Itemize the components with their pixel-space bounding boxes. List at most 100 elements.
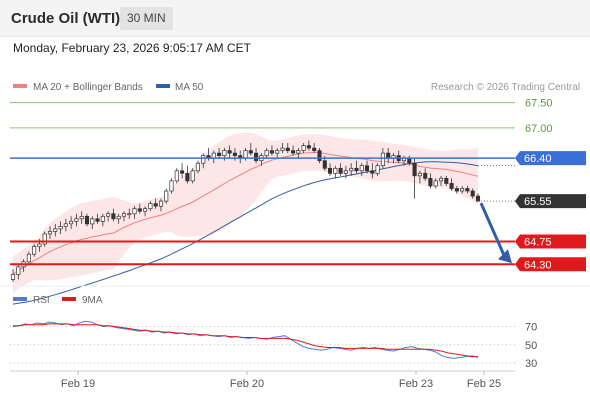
candle-body [433, 180, 438, 187]
forecast-arrow-head [498, 249, 512, 264]
candle-body [370, 170, 375, 174]
x-tick-label: Feb 20 [230, 378, 264, 390]
ma50-legend-label: MA 50 [175, 82, 204, 93]
rsi-ma-line [13, 323, 478, 358]
candle-body [63, 223, 68, 227]
candle-body [217, 152, 222, 156]
last-price-label: 65.55 [524, 196, 552, 208]
candle-body [148, 203, 153, 210]
candle-body [364, 165, 370, 172]
candle-body [158, 200, 164, 207]
rsi-tick-label: 30 [525, 358, 537, 370]
last-price-tag [515, 194, 586, 209]
candle-body [375, 165, 380, 174]
candle-body [32, 246, 37, 255]
candle-body [37, 243, 42, 247]
candle-body [47, 231, 53, 235]
support-label-tag [515, 257, 586, 272]
candle-body [449, 183, 454, 189]
candle-body [470, 190, 475, 197]
candle-body [296, 150, 301, 154]
support-label-tag [515, 234, 586, 249]
candle-body [164, 190, 169, 202]
candle-body [153, 203, 158, 207]
candle-body [333, 167, 338, 174]
candle-body [243, 150, 248, 159]
candle-body [428, 178, 433, 187]
candle-body [116, 215, 121, 220]
support-label: 64.75 [524, 237, 552, 249]
resistance-label: 67.50 [525, 98, 553, 110]
key-levels: 67.50 67.00 66.40 64.75 64.30 65.55 [10, 98, 586, 272]
candle-body [465, 188, 470, 192]
candle-body [417, 172, 422, 177]
candle-body [269, 150, 274, 154]
rsi-tick-label: 70 [525, 322, 537, 334]
candle-body [475, 195, 481, 202]
candle-body [275, 150, 280, 154]
candle-body [42, 233, 47, 245]
candle-body [354, 167, 359, 172]
candle-body [232, 152, 237, 156]
rsi-plot: 70 50 30 [10, 320, 537, 370]
candle-body [280, 147, 285, 151]
candle-body [264, 150, 269, 157]
candle-body [127, 213, 132, 216]
ma20-line [12, 151, 479, 275]
ma50-legend-swatch [156, 84, 170, 88]
candle-body [301, 145, 306, 151]
candle-body [111, 213, 116, 220]
candle-body [322, 160, 327, 169]
candle-body [90, 218, 95, 225]
ma50-line [12, 161, 479, 305]
candle-body [317, 150, 322, 162]
ma9-legend-label: 9MA [82, 295, 103, 306]
candle-body [169, 180, 174, 192]
candle-body [438, 178, 444, 182]
candle-body [454, 188, 459, 192]
forecast-arrow-shaft [479, 202, 506, 256]
candle-body [349, 167, 354, 172]
candle-body [248, 150, 253, 154]
x-axis: Feb 19 Feb 20 Feb 23 Feb 25 [61, 371, 501, 390]
candle-body [327, 167, 333, 174]
candle-body [26, 253, 31, 263]
rsi-tick-label: 50 [525, 340, 537, 352]
candle-body [201, 155, 206, 164]
chart-datetime: Monday, February 23, 2026 9:05:17 AM CET [13, 41, 251, 55]
candle-body [137, 208, 142, 212]
x-tick-label: Feb 23 [399, 378, 433, 390]
candle-body [343, 170, 348, 174]
pivot-label: 66.40 [524, 153, 552, 165]
price-plot [10, 132, 481, 305]
instrument-title: Crude Oil (WTI) [11, 10, 121, 27]
timeframe-button[interactable]: 30 MIN [120, 7, 173, 30]
candle-body [306, 145, 311, 149]
candle-body [444, 178, 449, 184]
candle-body [16, 266, 21, 275]
candle-body [423, 172, 428, 179]
candle-body [180, 170, 185, 174]
candle-body [95, 218, 100, 222]
candle-body [460, 188, 465, 192]
candle-body [69, 220, 74, 225]
x-tick-label: Feb 25 [467, 378, 501, 390]
rsi-legend-label: RSI [33, 295, 50, 306]
candle-body [291, 150, 296, 154]
candle-body [412, 162, 417, 177]
candle-body [195, 162, 200, 172]
candle-body [254, 152, 259, 162]
chart-header: Crude Oil (WTI) 30 MIN [0, 0, 590, 37]
candle-body [53, 228, 58, 232]
ma20-legend-label: MA 20 + Bollinger Bands [33, 82, 143, 93]
x-tick-label: Feb 19 [61, 378, 95, 390]
candle-body [58, 226, 63, 230]
candle-body [100, 215, 105, 222]
candle-body [338, 167, 343, 174]
candle-body [143, 208, 148, 212]
candle-body [359, 165, 364, 172]
candle-body [132, 208, 137, 215]
ma20-legend-swatch [13, 84, 27, 88]
ma9-legend-swatch [62, 297, 76, 301]
candle-body [74, 218, 79, 222]
